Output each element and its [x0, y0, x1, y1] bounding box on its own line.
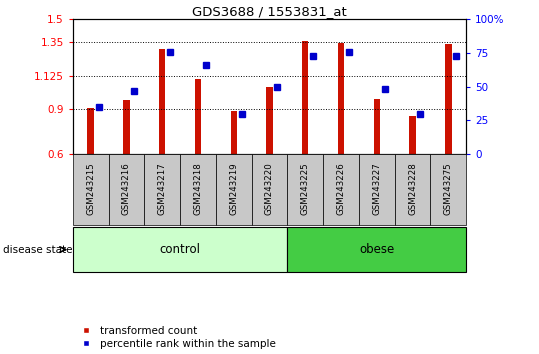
- Bar: [431, 154, 466, 225]
- Bar: [87, 108, 94, 154]
- Text: GSM243217: GSM243217: [158, 162, 167, 215]
- Text: GSM243216: GSM243216: [122, 162, 131, 215]
- Bar: [123, 100, 130, 154]
- Text: GSM243226: GSM243226: [336, 162, 345, 215]
- Text: GSM243220: GSM243220: [265, 162, 274, 215]
- Bar: [338, 42, 344, 154]
- Text: disease state: disease state: [3, 245, 72, 255]
- Bar: [73, 154, 108, 225]
- Bar: [302, 41, 308, 154]
- Text: GSM243225: GSM243225: [301, 162, 310, 215]
- Text: GSM243218: GSM243218: [194, 162, 203, 215]
- Bar: [144, 154, 180, 225]
- Bar: [374, 99, 380, 154]
- Bar: [323, 154, 359, 225]
- Text: GSM243228: GSM243228: [408, 162, 417, 215]
- Bar: [445, 44, 452, 154]
- Bar: [287, 154, 323, 225]
- Bar: [359, 154, 395, 225]
- Bar: [73, 227, 287, 272]
- Legend: transformed count, percentile rank within the sample: transformed count, percentile rank withi…: [75, 326, 276, 349]
- Bar: [287, 227, 466, 272]
- Bar: [180, 154, 216, 225]
- Bar: [266, 87, 273, 154]
- Bar: [409, 116, 416, 154]
- Bar: [159, 49, 165, 154]
- Bar: [395, 154, 431, 225]
- Bar: [195, 79, 201, 154]
- Text: GSM243275: GSM243275: [444, 162, 453, 215]
- Text: obese: obese: [359, 243, 395, 256]
- Bar: [252, 154, 287, 225]
- Bar: [216, 154, 252, 225]
- Text: GSM243219: GSM243219: [229, 162, 238, 215]
- Title: GDS3688 / 1553831_at: GDS3688 / 1553831_at: [192, 5, 347, 18]
- Bar: [108, 154, 144, 225]
- Bar: [231, 112, 237, 154]
- Text: GSM243227: GSM243227: [372, 162, 381, 215]
- Text: control: control: [160, 243, 201, 256]
- Text: GSM243215: GSM243215: [86, 162, 95, 215]
